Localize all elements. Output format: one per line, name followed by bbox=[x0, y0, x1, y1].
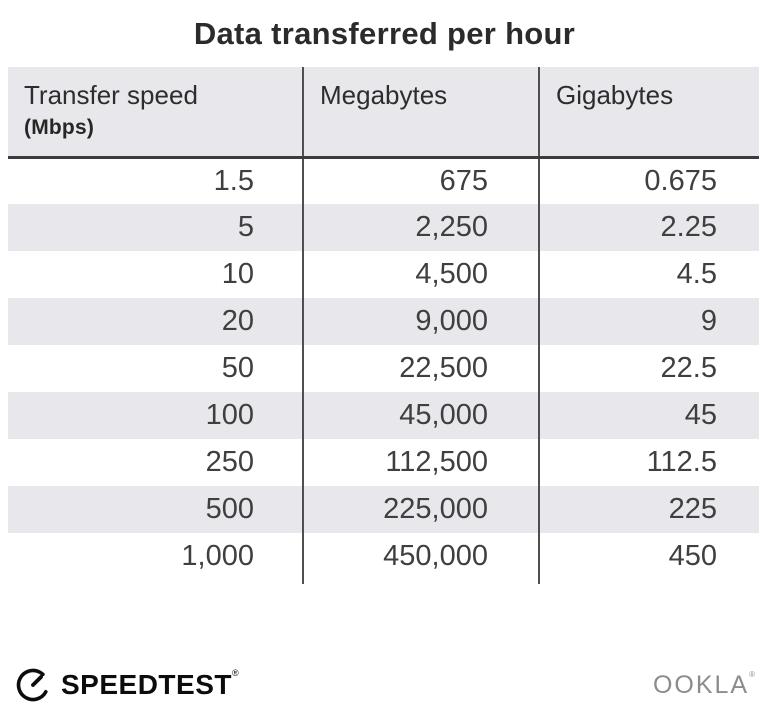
speedtest-wordmark: SPEEDTEST® bbox=[61, 668, 240, 700]
table-cell: 500 bbox=[205, 493, 254, 525]
tick-cell bbox=[302, 580, 539, 584]
speedtest-label: SPEEDTEST bbox=[61, 669, 232, 700]
table-cell: 250 bbox=[205, 446, 254, 478]
table-cell: 4.5 bbox=[538, 251, 759, 298]
table-cell: 4,500 bbox=[302, 251, 539, 298]
table-cell: 225,000 bbox=[302, 486, 539, 533]
table-row: 50 22,500 22.5 bbox=[8, 345, 759, 392]
table-row: 5 2,250 2.25 bbox=[8, 204, 759, 251]
table-row: 250 112,500 112.5 bbox=[8, 439, 759, 486]
table-cell: 22.5 bbox=[538, 345, 759, 392]
table-cell: 2,250 bbox=[302, 204, 539, 251]
table-cell: 50 bbox=[221, 352, 254, 384]
table-cell: 675 bbox=[302, 157, 539, 204]
footer: SPEEDTEST® OOKLA® bbox=[0, 662, 769, 708]
speedometer-gauge-icon bbox=[16, 668, 50, 702]
column-header-label: Gigabytes bbox=[556, 80, 674, 110]
table-cell: 9,000 bbox=[302, 298, 539, 345]
ookla-label: OOKLA bbox=[652, 670, 750, 699]
registered-trademark-icon: ® bbox=[749, 669, 755, 679]
speedtest-logo: SPEEDTEST® bbox=[14, 666, 239, 704]
table-cell: 450 bbox=[538, 533, 759, 580]
table-cell: 1,000 bbox=[181, 540, 254, 572]
tick-cell bbox=[8, 580, 303, 584]
table-cell: 0.675 bbox=[538, 157, 759, 204]
table-cell: 112.5 bbox=[538, 439, 759, 486]
table-cell: 9 bbox=[538, 298, 759, 345]
table-bottom-ticks bbox=[8, 580, 759, 584]
table-row: 500 225,000 225 bbox=[8, 486, 759, 533]
table-cell: 2.25 bbox=[538, 204, 759, 251]
table-cell: 225 bbox=[538, 486, 759, 533]
table-header-row: Transfer speed (Mbps) Megabytes Gigabyte… bbox=[8, 67, 759, 159]
column-header-megabytes: Megabytes bbox=[302, 67, 539, 159]
table-bottom-tick-row bbox=[8, 580, 759, 584]
table-cell: 20 bbox=[221, 305, 254, 337]
table-row: 20 9,000 9 bbox=[8, 298, 759, 345]
table-cell: 450,000 bbox=[302, 533, 539, 580]
table-cell: 5 bbox=[237, 211, 254, 243]
table-row: 100 45,000 45 bbox=[8, 392, 759, 439]
table-header: Transfer speed (Mbps) Megabytes Gigabyte… bbox=[8, 67, 759, 159]
tick-cell bbox=[538, 580, 759, 584]
table-row: 1.5 675 0.675 bbox=[8, 157, 759, 204]
ookla-logo: OOKLA® bbox=[652, 669, 755, 699]
column-header-gigabytes: Gigabytes bbox=[538, 67, 759, 159]
table-cell: 1.5 bbox=[213, 164, 254, 197]
table-cell: 10 bbox=[221, 258, 254, 290]
table-cell: 45,000 bbox=[302, 392, 539, 439]
table-body: 1.5 675 0.675 5 2,250 2.25 10 4,500 4.5 20 9,000 9 5… bbox=[8, 157, 759, 580]
page-title: Data transferred per hour bbox=[193, 16, 576, 51]
column-header-label: Transfer speed bbox=[24, 80, 198, 110]
table-cell: 22,500 bbox=[302, 345, 539, 392]
table-cell: 45 bbox=[538, 392, 759, 439]
table-row: 10 4,500 4.5 bbox=[8, 251, 759, 298]
table-row: 1,000 450,000 450 bbox=[8, 533, 759, 580]
table-cell: 100 bbox=[205, 399, 254, 431]
column-header-transfer-speed: Transfer speed (Mbps) bbox=[8, 67, 303, 159]
column-header-label: Megabytes bbox=[320, 80, 448, 110]
registered-trademark-icon: ® bbox=[231, 668, 240, 678]
table-cell: 112,500 bbox=[302, 439, 539, 486]
data-table: Transfer speed (Mbps) Megabytes Gigabyte… bbox=[8, 67, 759, 584]
column-header-sublabel: (Mbps) bbox=[24, 116, 95, 139]
